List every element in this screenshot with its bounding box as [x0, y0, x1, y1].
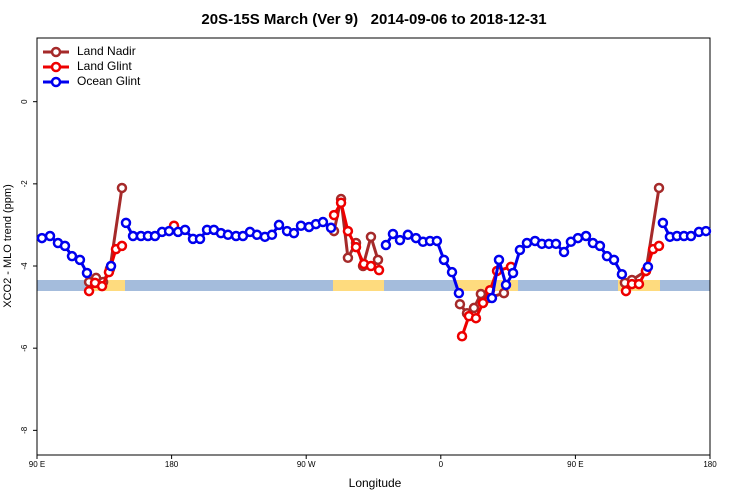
point [470, 312, 482, 324]
point [342, 225, 354, 237]
point [653, 240, 665, 252]
point [616, 268, 628, 280]
point [179, 224, 191, 236]
point [59, 240, 71, 252]
y-tick-label: 0 [20, 99, 29, 104]
x-axis-label: Longitude [349, 476, 402, 490]
point [387, 228, 399, 240]
point [325, 222, 337, 234]
point [350, 241, 362, 253]
legend-marker [50, 61, 62, 73]
point [620, 285, 632, 297]
point [657, 217, 669, 229]
legend-marker [50, 46, 62, 58]
point [116, 240, 128, 252]
point [572, 232, 584, 244]
point [402, 229, 414, 241]
x-tick-label: 90 W [297, 460, 316, 469]
x-tick-label: 90 E [567, 460, 583, 469]
land-band [333, 280, 384, 291]
point [594, 240, 606, 252]
point [105, 260, 117, 272]
point [477, 297, 489, 309]
point [266, 229, 278, 241]
point [66, 250, 78, 262]
point [514, 244, 526, 256]
point [295, 220, 307, 232]
land-ocean-band [37, 280, 710, 291]
point [633, 278, 645, 290]
legend-label: Ocean Glint [77, 74, 141, 88]
point [83, 285, 95, 297]
point [642, 261, 654, 273]
x-tick-label: 90 E [29, 460, 45, 469]
point [685, 230, 697, 242]
point [700, 225, 712, 237]
series [83, 197, 665, 342]
series [83, 182, 665, 319]
point [431, 235, 443, 247]
point [438, 254, 450, 266]
legend-label: Land Glint [77, 59, 132, 73]
series [36, 216, 712, 304]
point [273, 219, 285, 231]
point [116, 182, 128, 194]
point [373, 264, 385, 276]
point [468, 302, 480, 314]
point [372, 254, 384, 266]
x-tick-label: 0 [439, 460, 444, 469]
point [222, 229, 234, 241]
point [456, 331, 468, 342]
point [81, 267, 93, 279]
chart-title: 20S-15S March (Ver 9) 2014-09-06 to 2018… [201, 11, 546, 28]
point [365, 231, 377, 243]
y-tick-label: -4 [20, 262, 29, 270]
x-tick-label: 180 [165, 460, 179, 469]
point [74, 254, 86, 266]
point [194, 233, 206, 245]
y-tick-label: -6 [20, 344, 29, 352]
point [550, 238, 562, 250]
point [365, 260, 377, 272]
series-line [88, 187, 661, 316]
point [120, 217, 132, 229]
legend-marker [50, 76, 62, 88]
point [500, 279, 512, 291]
point [380, 239, 392, 251]
point [653, 182, 665, 194]
y-tick-label: -2 [20, 180, 29, 188]
point [328, 209, 340, 221]
point [493, 254, 505, 266]
point [446, 266, 458, 278]
point [36, 232, 48, 244]
point [580, 230, 592, 242]
point [288, 227, 300, 239]
point [335, 197, 347, 208]
point [342, 252, 354, 264]
point [317, 216, 329, 228]
plot-frame [36, 37, 711, 456]
y-axis-label: XCO2 - MLO trend (ppm) [2, 184, 14, 307]
point [507, 267, 519, 279]
point [608, 254, 620, 266]
point [486, 292, 498, 304]
point [498, 287, 510, 299]
point [453, 287, 465, 299]
y-tick-label: -8 [20, 426, 29, 434]
x-tick-label: 180 [703, 460, 717, 469]
point [558, 246, 570, 258]
point [521, 237, 533, 249]
point [163, 225, 175, 237]
point [44, 230, 56, 242]
land-band [456, 280, 518, 291]
point [96, 280, 108, 292]
point [454, 298, 466, 310]
legend-label: Land Nadir [77, 44, 136, 58]
point [394, 234, 406, 246]
